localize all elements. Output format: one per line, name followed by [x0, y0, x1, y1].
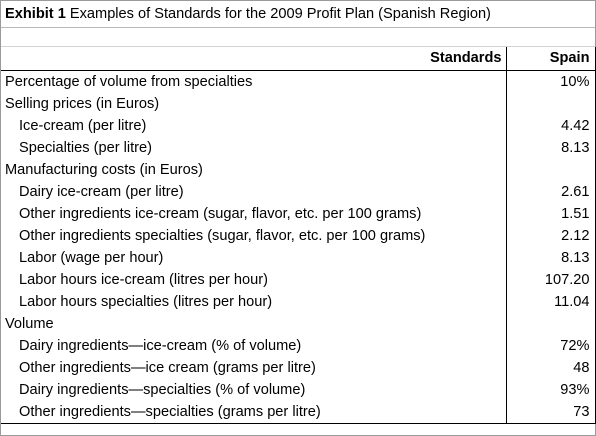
row-sub-label: Labor hours ice-cream (litres per hour): [1, 269, 507, 291]
row-value: 2.12: [506, 225, 596, 247]
row-sub-label: Other ingredients specialties (sugar, fl…: [1, 225, 507, 247]
row-sub-label: Labor (wage per hour): [1, 247, 507, 269]
table-row: Other ingredients specialties (sugar, fl…: [1, 225, 596, 247]
table-row: Manufacturing costs (in Euros): [1, 159, 596, 181]
row-value: 1.51: [506, 203, 596, 225]
row-sub-label: Dairy ingredients—ice-cream (% of volume…: [1, 335, 507, 357]
row-value: 73: [506, 401, 596, 424]
row-value: 93%: [506, 379, 596, 401]
row-value: 48: [506, 357, 596, 379]
row-category-label: Percentage of volume from specialties: [1, 70, 507, 93]
row-category-label: Selling prices (in Euros): [1, 93, 507, 115]
table-row: Dairy ingredients—ice-cream (% of volume…: [1, 335, 596, 357]
row-value: 10%: [506, 70, 596, 93]
table-row: Dairy ice-cream (per litre) 2.61: [1, 181, 596, 203]
table-row: Percentage of volume from specialties 10%: [1, 70, 596, 93]
table-row: Other ingredients—specialties (grams per…: [1, 401, 596, 424]
row-sub-label: Dairy ice-cream (per litre): [1, 181, 507, 203]
row-sub-label: Labor hours specialties (litres per hour…: [1, 291, 507, 313]
exhibit-title: Exhibit 1 Examples of Standards for the …: [1, 1, 595, 28]
row-sub-label: Other ingredients—ice cream (grams per l…: [1, 357, 507, 379]
exhibit-title-text: Examples of Standards for the 2009 Profi…: [69, 6, 491, 22]
row-value: 2.61: [506, 181, 596, 203]
row-value: 4.42: [506, 115, 596, 137]
row-category-label: Manufacturing costs (in Euros): [1, 159, 507, 181]
row-category-label: Volume: [1, 313, 507, 335]
spain-column-header: Spain: [506, 47, 596, 71]
blank-row: [1, 28, 595, 47]
table-row: Labor (wage per hour) 8.13: [1, 247, 596, 269]
table-row: Labor hours ice-cream (litres per hour) 1…: [1, 269, 596, 291]
table-row: Labor hours specialties (litres per hour…: [1, 291, 596, 313]
row-sub-label: Other ingredients—specialties (grams per…: [1, 401, 507, 424]
row-value: 72%: [506, 335, 596, 357]
exhibit-number: Exhibit 1: [5, 6, 66, 22]
table-row: Selling prices (in Euros): [1, 93, 596, 115]
row-value: 11.04: [506, 291, 596, 313]
row-sub-label: Ice-cream (per litre): [1, 115, 507, 137]
row-sub-label: Specialties (per litre): [1, 137, 507, 159]
table-row: Specialties (per litre) 8.13: [1, 137, 596, 159]
table-header-row: Standards Spain: [1, 47, 596, 71]
row-value: [506, 93, 596, 115]
row-value: 8.13: [506, 137, 596, 159]
table-row: Volume: [1, 313, 596, 335]
row-value: [506, 159, 596, 181]
row-sub-label: Dairy ingredients—specialties (% of volu…: [1, 379, 507, 401]
table-row: Other ingredients ice-cream (sugar, flav…: [1, 203, 596, 225]
table-row: Dairy ingredients—specialties (% of volu…: [1, 379, 596, 401]
standards-table: Standards Spain Percentage of volume fro…: [1, 47, 596, 424]
table-row: Ice-cream (per litre) 4.42: [1, 115, 596, 137]
row-value: [506, 313, 596, 335]
row-value: 107.20: [506, 269, 596, 291]
standards-column-header: Standards: [1, 47, 507, 71]
table-row: Other ingredients—ice cream (grams per l…: [1, 357, 596, 379]
row-sub-label: Other ingredients ice-cream (sugar, flav…: [1, 203, 507, 225]
row-value: 8.13: [506, 247, 596, 269]
